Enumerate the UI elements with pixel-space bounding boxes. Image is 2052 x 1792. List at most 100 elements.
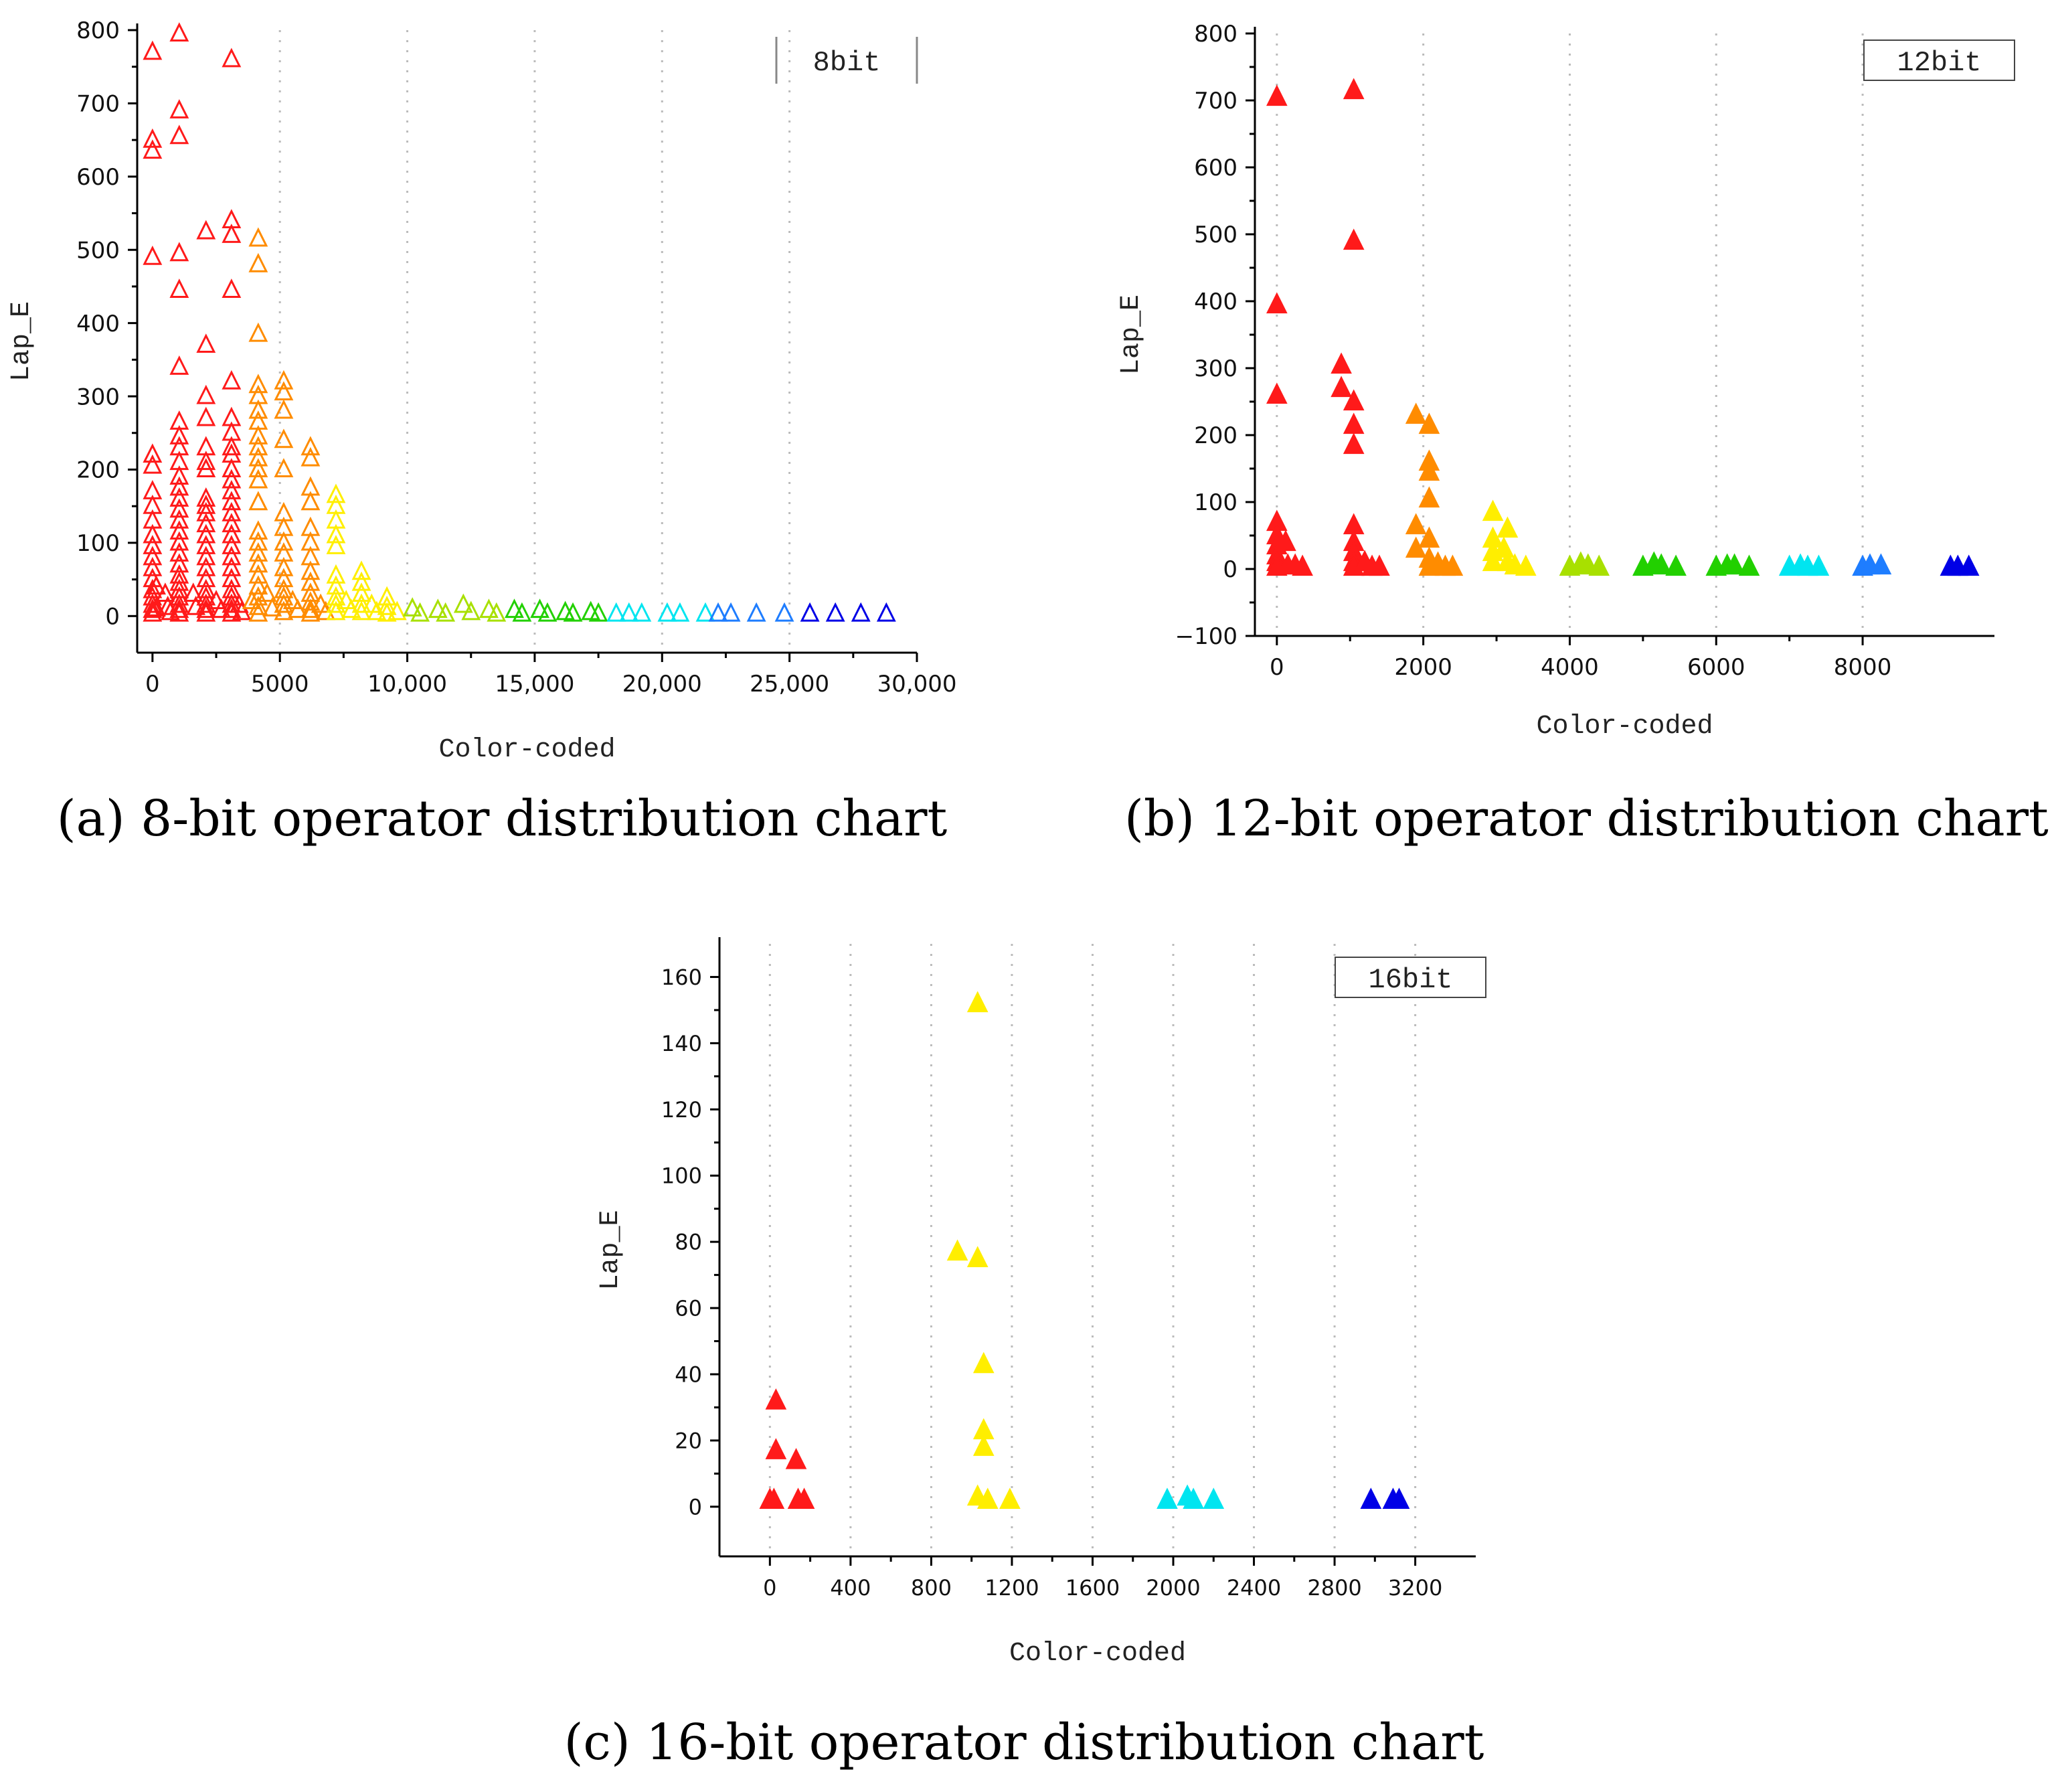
data-point <box>143 556 163 576</box>
y-tick-label: 500 <box>1194 222 1237 248</box>
data-point <box>248 446 268 467</box>
data-point <box>169 498 189 518</box>
data-point <box>563 602 583 622</box>
data-point <box>1292 554 1313 576</box>
caption-c: (c) 16-bit operator distribution chart <box>564 1714 1484 1771</box>
chart-c: 0 400 800 1200 1600 2000 2400 2800 3200 0 20 40 60 80… <box>596 937 1486 1669</box>
data-point <box>301 436 321 456</box>
data-point <box>695 602 715 622</box>
data-point <box>876 602 896 622</box>
data-point <box>367 600 387 621</box>
data-point <box>1738 554 1760 576</box>
data-point <box>248 531 268 551</box>
data-point <box>765 1388 787 1410</box>
caption-a: (a) 8-bit operator distribution chart <box>56 790 948 847</box>
data-point <box>248 252 268 272</box>
y-tick-label: 800 <box>76 17 120 44</box>
data-point <box>143 139 163 159</box>
data-point <box>274 399 294 419</box>
y-tick-label: 0 <box>689 1494 702 1520</box>
data-point <box>222 535 242 554</box>
data-point <box>274 531 294 551</box>
data-point <box>242 590 262 609</box>
data-point <box>479 598 499 619</box>
data-point <box>606 602 626 622</box>
data-point <box>1405 536 1427 558</box>
data-point <box>793 1487 815 1510</box>
data-point <box>1343 389 1365 411</box>
data-point <box>1405 402 1427 424</box>
data-point <box>169 476 189 496</box>
data-point <box>196 535 216 554</box>
series-cyan <box>1778 553 1830 576</box>
data-point <box>196 513 216 533</box>
data-point <box>851 602 871 622</box>
data-point <box>143 443 163 463</box>
y-tick-label: 800 <box>1194 21 1237 48</box>
data-point <box>169 424 189 444</box>
series-light-blue <box>708 602 794 622</box>
data-point <box>765 1438 787 1459</box>
data-point <box>301 491 321 511</box>
data-point <box>785 1448 807 1469</box>
data-point <box>169 22 189 42</box>
x-tick-label: 30,000 <box>877 671 957 698</box>
data-point <box>248 595 268 615</box>
y-tick-label: 40 <box>675 1362 702 1387</box>
data-point <box>326 483 346 503</box>
data-point <box>222 436 242 456</box>
data-point <box>1331 352 1352 374</box>
data-point <box>196 458 216 478</box>
x-tick-label: 10,000 <box>367 671 447 698</box>
data-point <box>1266 84 1288 106</box>
data-point <box>196 523 216 544</box>
data-point <box>1418 459 1440 481</box>
x-tick-label: 2800 <box>1307 1575 1361 1601</box>
data-point <box>274 458 294 478</box>
series-yellow <box>326 483 407 622</box>
legend-box <box>1335 957 1486 998</box>
y-axis-label: Lap_E <box>596 1210 626 1290</box>
y-tick-label: 100 <box>1194 489 1237 516</box>
data-point <box>248 424 268 444</box>
data-point <box>211 598 232 619</box>
data-point <box>1203 1487 1225 1510</box>
series-light-blue <box>1852 553 1892 576</box>
data-point <box>351 593 371 613</box>
series-red <box>143 22 252 622</box>
y-tick-label: 200 <box>1194 422 1237 449</box>
data-point <box>1343 432 1365 455</box>
data-point <box>1808 554 1830 576</box>
data-point <box>1388 1487 1410 1510</box>
x-tick-label: 0 <box>763 1575 776 1601</box>
data-point <box>1958 554 1980 576</box>
data-point <box>248 575 268 595</box>
data-point <box>222 598 242 619</box>
data-point <box>248 564 268 584</box>
data-point <box>248 520 268 540</box>
data-point <box>169 278 189 298</box>
data-point <box>222 501 242 521</box>
data-point <box>222 370 242 390</box>
data-point <box>301 571 321 591</box>
data-point <box>1266 382 1288 404</box>
data-point <box>222 480 242 499</box>
data-point <box>196 333 216 353</box>
data-point <box>169 355 189 375</box>
data-point <box>1497 516 1519 538</box>
data-point <box>453 593 473 613</box>
data-point <box>326 564 346 584</box>
data-point <box>1331 376 1352 398</box>
data-point <box>169 542 189 562</box>
chart-panel-b: 0 2000 4000 6000 8000 −100 0 100 200 300 400 500 600… <box>1071 0 2052 847</box>
y-tick-label: 120 <box>661 1097 702 1123</box>
data-point <box>222 278 242 298</box>
data-point <box>248 458 268 478</box>
x-axis-label: Color-coded <box>1009 1639 1186 1669</box>
x-tick-label: 2400 <box>1227 1575 1281 1601</box>
data-point <box>1405 513 1427 535</box>
data-point <box>196 602 216 622</box>
series-orange <box>242 227 336 622</box>
x-tick-label: 800 <box>911 1575 952 1601</box>
y-tick-label: 300 <box>76 384 120 410</box>
